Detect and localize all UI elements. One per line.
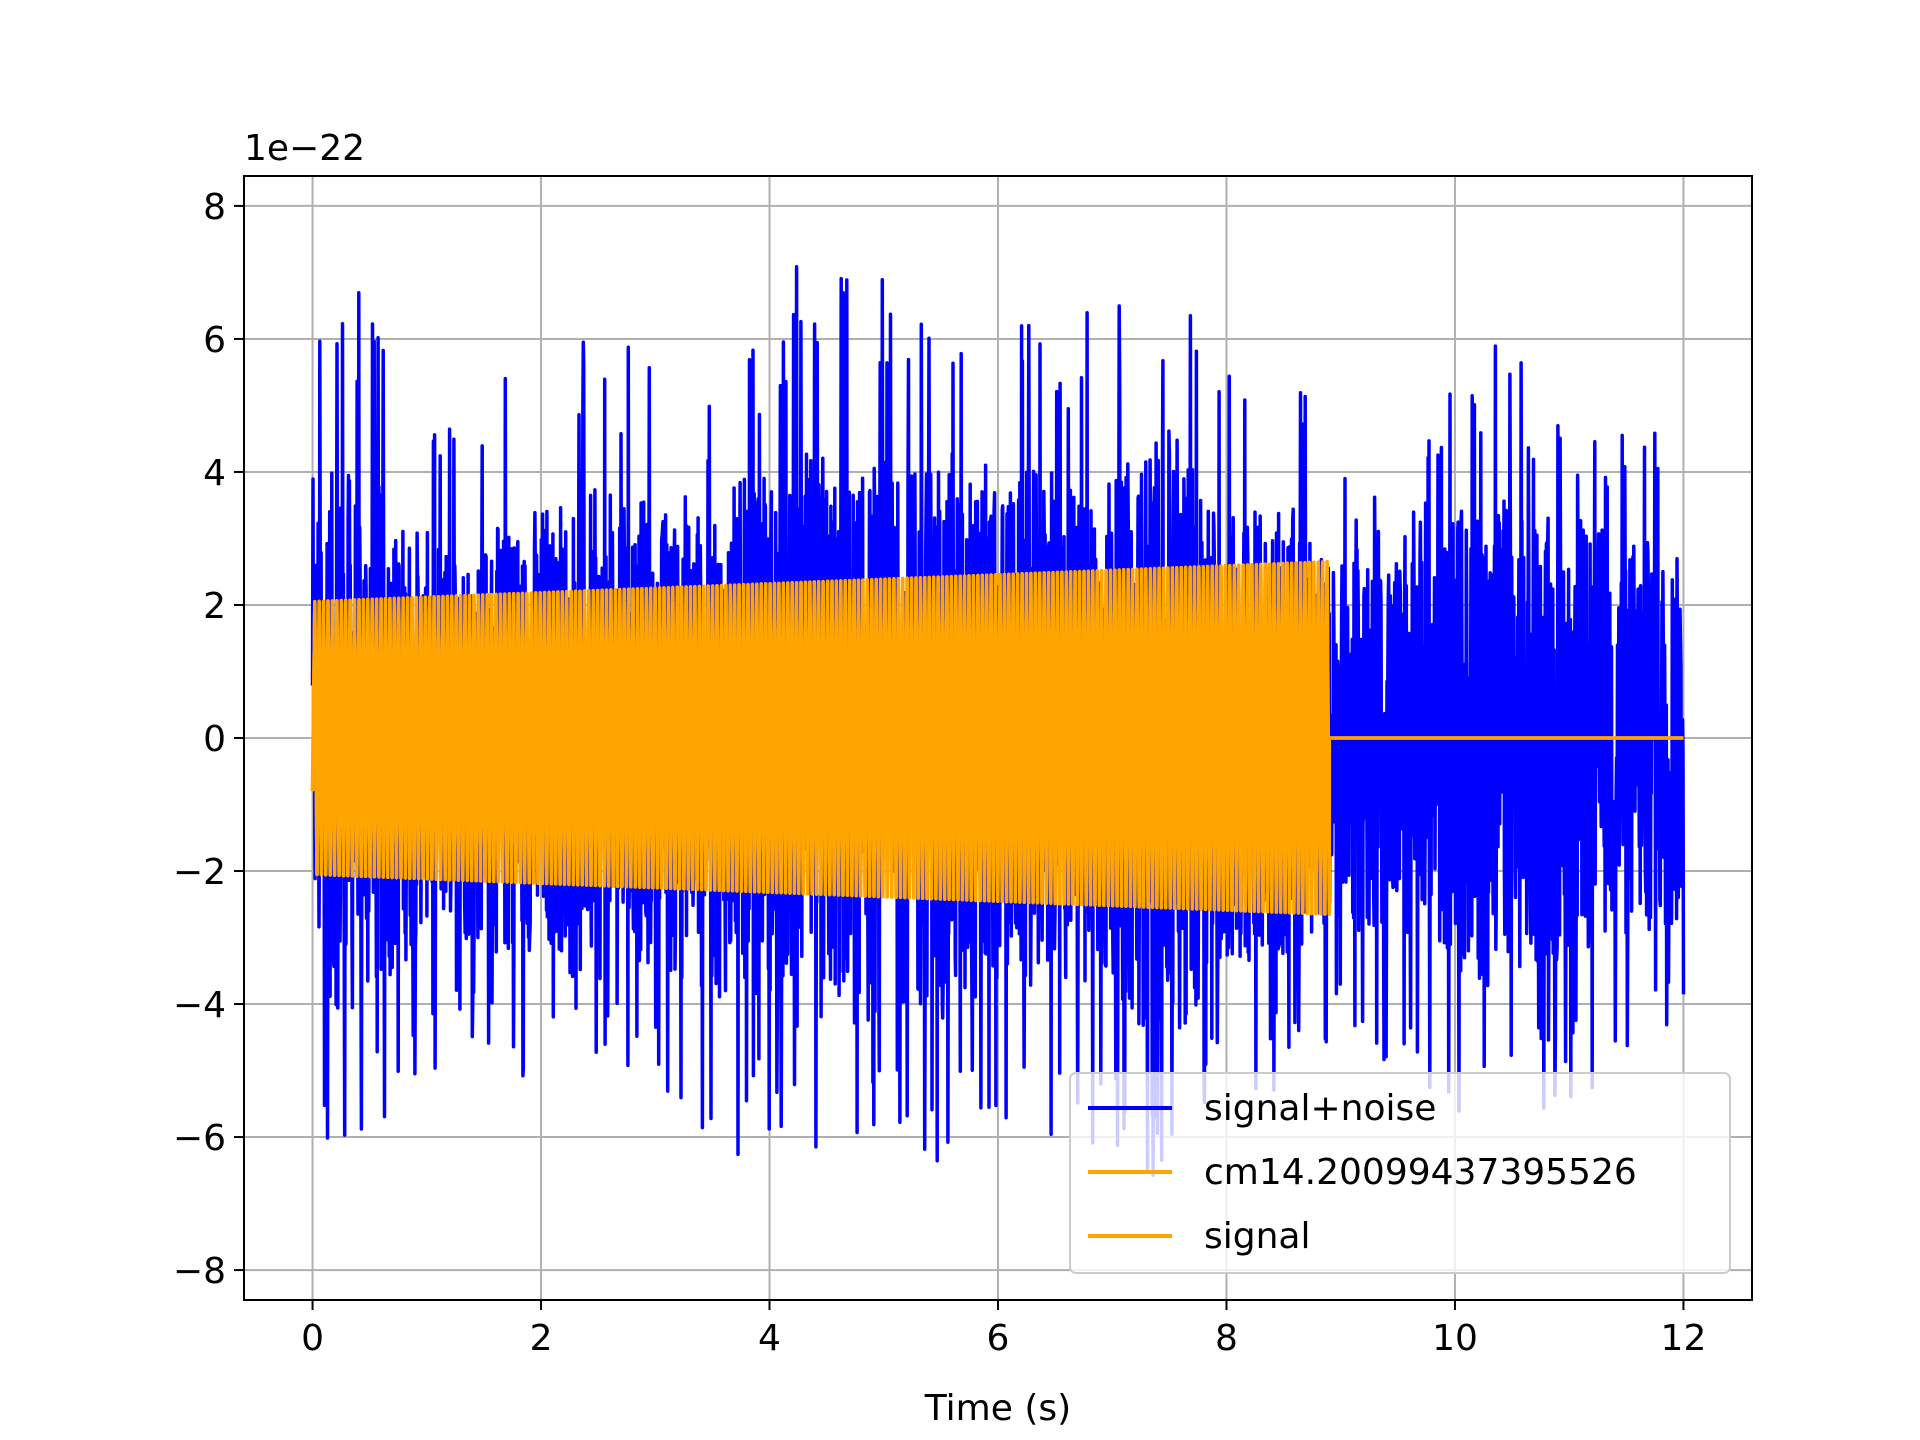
y-axis-ticks: −8 −6 −4 −2 0 2 4 6 8 xyxy=(173,187,244,1292)
x-axis-label: Time (s) xyxy=(924,1388,1071,1429)
series-signal xyxy=(310,560,1684,916)
legend-label-cm: cm14.20099437395526 xyxy=(1204,1152,1637,1193)
x-tick-label: 10 xyxy=(1432,1318,1478,1359)
legend-label-signal: signal xyxy=(1204,1216,1311,1257)
legend: signal+noise cm14.20099437395526 signal xyxy=(1069,1072,1731,1274)
y-tick-label: 4 xyxy=(203,453,226,494)
y-tick-label: 8 xyxy=(203,187,226,228)
x-tick-label: 4 xyxy=(758,1318,781,1359)
y-tick-label: −6 xyxy=(173,1118,226,1159)
y-offset-text: 1e−22 xyxy=(244,128,365,169)
y-tick-label: −8 xyxy=(173,1251,226,1292)
x-axis-ticks: 0 2 4 6 8 10 12 xyxy=(301,1300,1706,1359)
x-tick-label: 8 xyxy=(1215,1318,1238,1359)
x-tick-label: 0 xyxy=(301,1318,324,1359)
legend-box xyxy=(1069,1072,1731,1274)
legend-label-signal-noise: signal+noise xyxy=(1204,1088,1436,1129)
plot-area xyxy=(310,265,1686,1178)
y-tick-label: 6 xyxy=(203,320,226,361)
y-tick-label: 2 xyxy=(203,586,226,627)
x-tick-label: 6 xyxy=(987,1318,1010,1359)
y-tick-label: −4 xyxy=(173,985,226,1026)
x-tick-label: 12 xyxy=(1661,1318,1707,1359)
x-tick-label: 2 xyxy=(530,1318,553,1359)
y-tick-label: −2 xyxy=(173,852,226,893)
y-tick-label: 0 xyxy=(203,719,226,760)
